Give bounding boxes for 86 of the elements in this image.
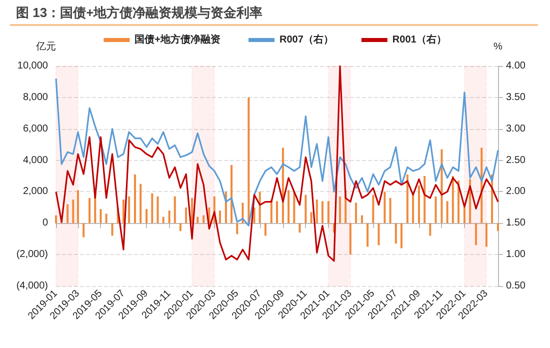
y2-tick-label: 2.00 [506,186,526,198]
y-tick-label: (2,000) [16,249,48,260]
bar [389,198,392,224]
bar [191,198,194,224]
bar [360,215,363,224]
bar [355,202,358,224]
bar [412,193,414,224]
bar [327,201,330,224]
y2-tick-label: 0.50 [506,280,526,292]
y-tick-label: 2,000 [22,186,48,198]
y2-tick-label: 1.00 [506,249,526,260]
bar [55,215,57,224]
y-tick-label: (4,000) [16,280,48,292]
bar [384,192,386,224]
bar [111,223,114,236]
bar [349,223,352,255]
bar [248,97,250,224]
bar [394,223,397,244]
bar [258,192,261,224]
bar [429,223,432,236]
legend-label: 国债+地方债净融资 [134,34,221,46]
bar [162,216,164,224]
y2-tick-label: 3.00 [506,123,526,134]
bar [168,210,170,224]
bar [304,194,307,224]
bar [122,200,124,224]
bar [202,215,205,224]
y2-axis-title: % [494,42,503,52]
bar [293,192,296,224]
y2-tick-label: 4.00 [506,60,526,72]
y-tick-label: 6,000 [22,123,48,134]
bar [82,223,85,238]
bar [66,204,69,224]
bar [276,201,278,224]
bar [440,149,443,224]
bar [179,223,182,231]
bar [100,209,102,224]
bar [338,196,341,224]
bar [105,214,108,224]
bar [452,176,454,224]
y2-tick-label: 3.50 [506,92,526,103]
bar [134,174,136,224]
bar [418,185,420,224]
bar [151,193,154,224]
bar [264,223,266,236]
legend-label: R001（右） [392,34,446,46]
bar [378,223,380,246]
bar [174,196,176,224]
bar [366,223,369,247]
bar [288,190,290,224]
bar [196,216,199,224]
bar [406,174,408,224]
bar [185,207,188,224]
bar [310,212,312,224]
bar [463,207,466,224]
bar [321,201,324,224]
legend-label: R007（右） [280,34,334,46]
bar [72,200,74,224]
bar [475,223,478,246]
bar [253,207,256,224]
bar [146,209,148,224]
bar [497,223,499,231]
y-tick-label: 4,000 [22,154,48,166]
y-tick-label: 8,000 [22,92,48,103]
chart-title: 图 13：国债+地方债净融资规模与资金利率 [16,4,263,22]
bar [140,184,142,224]
bar [298,223,301,233]
bar [236,223,238,234]
bar [424,176,426,224]
bar [400,223,402,248]
bar [372,194,374,224]
bar [230,165,233,224]
bar [446,201,448,224]
bar [218,210,221,224]
bar [156,196,159,224]
y-axis-title: 亿元 [35,42,56,52]
bar [88,198,91,224]
bar [485,223,488,247]
y2-tick-label: 1.50 [506,218,526,229]
bar [76,190,79,224]
bar [128,196,130,224]
y2-tick-label: 2.50 [506,154,526,166]
y-tick-label: 10,000 [17,60,48,72]
bar [434,196,437,224]
y-tick-label: 0 [42,218,48,229]
bar [316,200,318,224]
